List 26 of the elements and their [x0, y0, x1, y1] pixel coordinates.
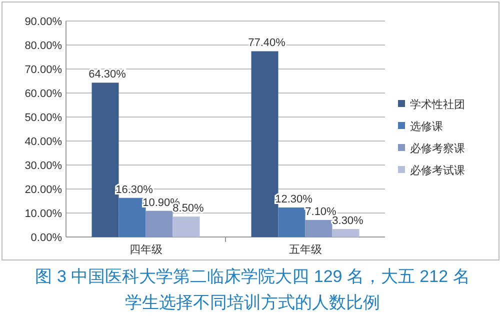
y-tick-label: 70.00% [24, 64, 62, 76]
data-label: 64.30% [88, 68, 126, 81]
y-tick-label: 20.00% [24, 184, 62, 196]
text: 图 3 中国医科大学第二临床学院大四 129 名，大五 212 名学生选择不同培训方式的人数比例 [34, 266, 471, 314]
x-tick-label: 四年级 [129, 244, 162, 256]
x-tick-label: 五年级 [288, 244, 322, 256]
y-tick-label: 40.00% [24, 136, 62, 148]
data-label: 7.10% [305, 206, 337, 218]
legend-label: 选修课 [410, 120, 443, 133]
bar [332, 229, 360, 237]
legend-label: 必修考察课 [410, 142, 465, 155]
data-label: 77.40% [248, 37, 286, 50]
y-tick-label: 80.00% [24, 40, 62, 52]
y-tick-label: 10.00% [24, 208, 62, 220]
bar [305, 220, 332, 237]
legend-label: 必修考试课 [410, 164, 465, 177]
y-tick-label: 0.00% [30, 232, 62, 244]
bar [172, 216, 200, 237]
y-tick-label: 30.00% [24, 160, 62, 172]
bar [146, 210, 173, 237]
bar [278, 207, 306, 237]
y-tick-label: 60.00% [24, 88, 62, 100]
y-tick-label: 90.00% [24, 16, 62, 28]
data-label: 3.30% [332, 215, 364, 228]
y-tick-label: 50.00% [24, 112, 62, 124]
legend-label: 学术性社团 [410, 98, 465, 111]
